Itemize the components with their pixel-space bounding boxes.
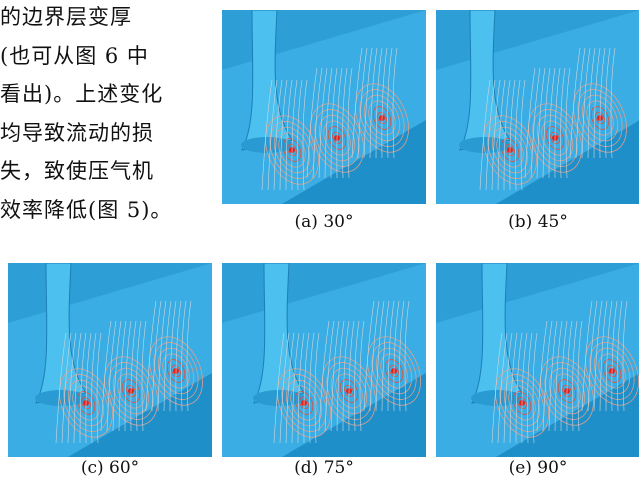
figure-caption: (e) 90°	[436, 458, 639, 478]
text-line: 效率降低(图 5)。	[0, 197, 212, 223]
figure-caption: (a) 30°	[222, 212, 426, 232]
flow-image	[222, 10, 426, 204]
text-line: 看出)。上述变化	[0, 81, 212, 107]
text-line: 失，致使压气机	[0, 158, 212, 184]
text-line: (也可从图 6 中	[0, 43, 212, 69]
flow-image	[8, 263, 212, 457]
flow-image	[436, 263, 639, 457]
flow-image	[222, 263, 426, 457]
text-line: 的边界层变厚	[0, 4, 212, 30]
figure-panel	[222, 263, 426, 457]
page: 的边界层变厚 (也可从图 6 中看出)。上述变化均导致流动的损失，致使压气机效率降…	[0, 0, 639, 487]
figure-panel	[8, 263, 212, 457]
figure-caption: (b) 45°	[436, 212, 639, 232]
figure-caption: (d) 75°	[222, 458, 426, 478]
text-line: 均导致流动的损	[0, 120, 212, 146]
flow-image	[436, 10, 639, 204]
figure-caption: (c) 60°	[8, 458, 212, 478]
figure-panel	[436, 10, 639, 204]
figure-panel	[436, 263, 639, 457]
figure-panel	[222, 10, 426, 204]
